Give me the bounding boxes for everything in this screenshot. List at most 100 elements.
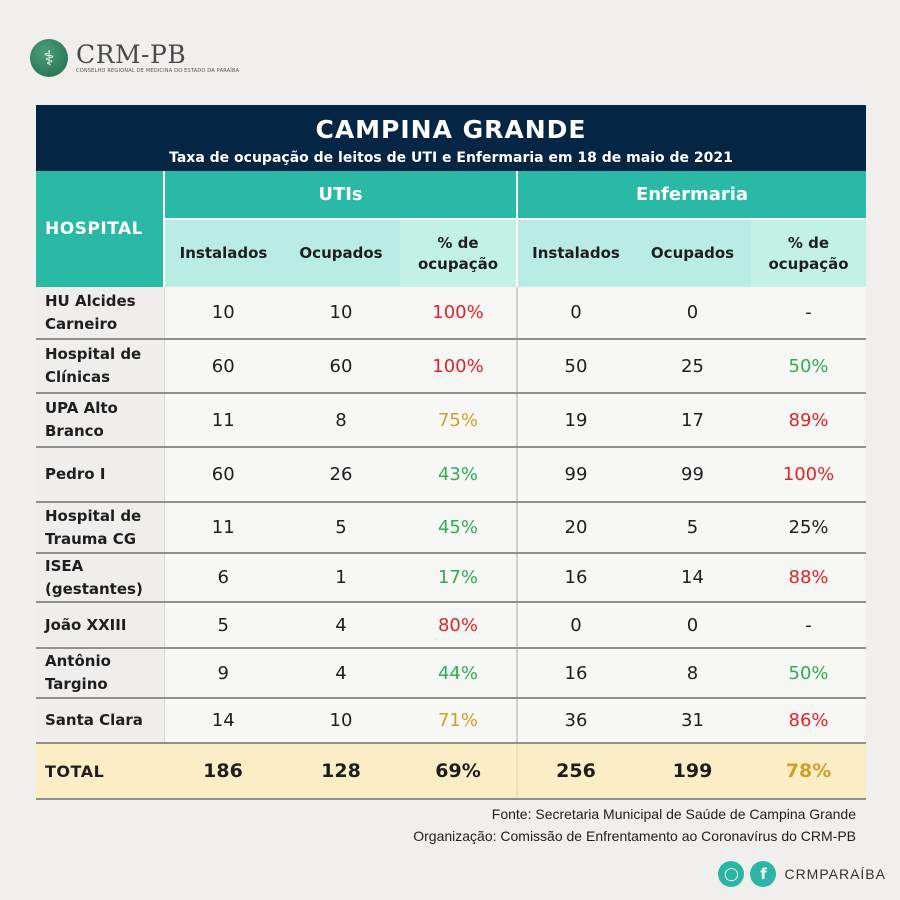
hospital-name: UPA Alto Branco — [36, 393, 165, 448]
hospital-name: ISEA (gestantes) — [36, 553, 165, 603]
enf-installed-cell: 16 — [517, 553, 634, 603]
hospital-name: Antônio Targino — [36, 648, 165, 699]
uti-occupied-cell: 4 — [282, 602, 400, 649]
enf-occupancy-header: % de ocupação — [751, 219, 867, 287]
table-row: Santa Clara 14 10 71% 36 31 86% — [36, 698, 867, 744]
hospital-name: Hospital de Clínicas — [36, 339, 165, 394]
uti-occupancy-cell: 69% — [400, 743, 518, 800]
uti-installed-header: Instalados — [164, 219, 282, 287]
organization-line: Organização: Comissão de Enfrentamento a… — [413, 828, 856, 844]
hospital-name: João XXIII — [36, 602, 165, 649]
uti-occupied-cell: 60 — [282, 339, 400, 394]
enf-installed-cell: 0 — [517, 287, 634, 340]
enf-occupied-cell: 199 — [634, 743, 751, 800]
enf-occupancy-cell: 88% — [751, 553, 867, 603]
enf-installed-cell: 36 — [517, 698, 634, 744]
logo-name: CRM-PB — [76, 40, 187, 69]
enf-occupied-cell: 0 — [634, 287, 751, 340]
uti-occupied-cell: 10 — [282, 287, 400, 340]
enf-occupied-cell: 0 — [634, 602, 751, 649]
uti-group-header: UTIs — [164, 171, 518, 220]
table-row: UPA Alto Branco 11 8 75% 19 17 89% — [36, 393, 867, 448]
uti-occupancy-cell: 100% — [400, 287, 518, 340]
uti-occupied-cell: 5 — [282, 502, 400, 554]
uti-occupancy-cell: 44% — [400, 648, 518, 699]
enf-occupancy-cell: 50% — [751, 339, 867, 394]
table-row: Hospital de Trauma CG 11 5 45% 20 5 25% — [36, 502, 867, 554]
title-banner: CAMPINA GRANDE Taxa de ocupação de leito… — [36, 105, 866, 171]
uti-occupancy-cell: 71% — [400, 698, 518, 744]
uti-installed-cell: 11 — [164, 393, 282, 448]
source-note: Fonte: Secretaria Municipal de Saúde de … — [413, 803, 856, 847]
hospital-name: HU Alcides Carneiro — [36, 287, 165, 340]
total-row: TOTAL 186 128 69% 256 199 78% — [36, 743, 867, 800]
page-subtitle: Taxa de ocupação de leitos de UTI e Enfe… — [169, 150, 733, 166]
enf-occupancy-cell: 89% — [751, 393, 867, 448]
table-row: Hospital de Clínicas 60 60 100% 50 25 50% — [36, 339, 867, 394]
caduceus-icon: ⚕ — [30, 39, 68, 77]
uti-installed-cell: 60 — [164, 447, 282, 503]
uti-occupied-header: Ocupados — [282, 219, 400, 287]
uti-occupied-cell: 10 — [282, 698, 400, 744]
uti-occupancy-header: % de ocupação — [400, 219, 518, 287]
uti-installed-cell: 11 — [164, 502, 282, 554]
enf-installed-header: Instalados — [517, 219, 634, 287]
hospital-name: Santa Clara — [36, 698, 165, 744]
hospital-name: Pedro I — [36, 447, 165, 503]
uti-occupied-cell: 26 — [282, 447, 400, 503]
source-line: Fonte: Secretaria Municipal de Saúde de … — [491, 806, 856, 822]
uti-installed-cell: 14 — [164, 698, 282, 744]
enf-installed-cell: 50 — [517, 339, 634, 394]
enf-occupancy-cell: 50% — [751, 648, 867, 699]
enf-installed-cell: 19 — [517, 393, 634, 448]
table-row: Antônio Targino 9 4 44% 16 8 50% — [36, 648, 867, 699]
enf-occupied-cell: 8 — [634, 648, 751, 699]
uti-installed-cell: 186 — [164, 743, 282, 800]
enf-occupancy-cell: 78% — [751, 743, 867, 800]
table-row: HU Alcides Carneiro 10 10 100% 0 0- — [36, 287, 867, 340]
enf-occupied-cell: 31 — [634, 698, 751, 744]
uti-installed-cell: 10 — [164, 287, 282, 340]
logo-text: CRM-PB CONSELHO REGIONAL DE MEDICINA DO … — [76, 40, 240, 75]
uti-occupancy-cell: 45% — [400, 502, 518, 554]
instagram-icon[interactable]: ◯ — [718, 861, 745, 887]
page-title: CAMPINA GRANDE — [315, 115, 587, 144]
enf-installed-cell: 20 — [517, 502, 634, 554]
logo-subtitle: CONSELHO REGIONAL DE MEDICINA DO ESTADO … — [76, 68, 240, 74]
hospital-column-header: HOSPITAL — [36, 171, 165, 287]
uti-occupied-cell: 1 — [282, 553, 400, 603]
enf-installed-cell: 0 — [517, 602, 634, 649]
social-bar: ◯ f CRMPARAÍBA — [718, 861, 886, 887]
table-row: ISEA (gestantes) 6 1 17% 16 14 88% — [36, 553, 867, 603]
occupancy-table-card: CAMPINA GRANDE Taxa de ocupação de leito… — [36, 105, 867, 800]
enf-installed-cell: 256 — [517, 743, 634, 800]
total-label: TOTAL — [36, 743, 164, 800]
uti-occupancy-cell: 80% — [400, 602, 518, 649]
uti-occupied-cell: 4 — [282, 648, 400, 699]
uti-installed-cell: 5 — [164, 602, 282, 649]
uti-occupancy-cell: 17% — [400, 553, 518, 603]
enf-occupancy-cell: - — [751, 287, 867, 340]
enf-occupied-cell: 14 — [634, 553, 751, 603]
enf-installed-cell: 16 — [517, 648, 634, 699]
enf-occupied-cell: 17 — [634, 393, 751, 448]
uti-installed-cell: 6 — [164, 553, 282, 603]
uti-occupied-cell: 128 — [282, 743, 400, 800]
occupancy-table: HOSPITAL UTIs Enfermaria Instalados Ocup… — [36, 171, 867, 800]
enf-occupied-header: Ocupados — [634, 219, 751, 287]
facebook-icon[interactable]: f — [750, 861, 777, 887]
enf-occupied-cell: 25 — [634, 339, 751, 394]
uti-occupancy-cell: 43% — [400, 447, 518, 503]
enf-occupancy-cell: 25% — [751, 502, 867, 554]
enf-occupied-cell: 5 — [634, 502, 751, 554]
uti-installed-cell: 9 — [164, 648, 282, 699]
uti-occupancy-cell: 75% — [400, 393, 518, 448]
table-row: Pedro I 60 26 43% 99 99 100% — [36, 447, 867, 503]
enf-occupied-cell: 99 — [634, 447, 751, 503]
crm-pb-logo: ⚕ CRM-PB CONSELHO REGIONAL DE MEDICINA D… — [30, 38, 239, 78]
uti-occupied-cell: 8 — [282, 393, 400, 448]
enfermaria-group-header: Enfermaria — [517, 171, 867, 220]
enf-occupancy-cell: 100% — [751, 447, 867, 503]
enf-occupancy-cell: 86% — [751, 698, 867, 744]
uti-occupancy-cell: 100% — [400, 339, 518, 394]
